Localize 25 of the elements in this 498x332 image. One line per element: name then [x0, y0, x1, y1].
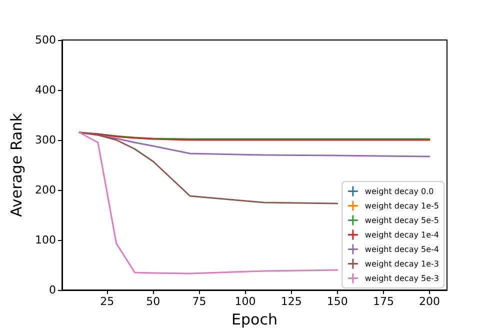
legend-label: weight decay 1e-3 — [364, 259, 440, 268]
x-tick-label: 50 — [146, 295, 160, 308]
y-tick-label: 100 — [35, 234, 56, 246]
x-tick-label: 25 — [100, 295, 114, 308]
legend-label: weight decay 1e-4 — [364, 230, 440, 240]
x-axis-title: Epoch — [232, 310, 278, 328]
line-series — [78, 132, 338, 274]
legend-label: weight decay 5e-4 — [364, 244, 440, 254]
x-tick-label: 175 — [372, 295, 394, 308]
legend-label: weight decay 1e-5 — [364, 201, 440, 210]
legend-label: weight decay 0.0 — [364, 186, 434, 196]
legend-label: weight decay 5e-3 — [364, 274, 440, 283]
line-series — [78, 132, 338, 204]
legend-label: weight decay 5e-5 — [364, 216, 440, 225]
y-tick-label: 400 — [35, 84, 56, 96]
y-tick-label: 0 — [49, 284, 56, 296]
y-tick-label: 200 — [35, 184, 56, 196]
x-tick-label: 150 — [326, 295, 348, 308]
x-tick-label: 125 — [280, 295, 302, 308]
y-tick-label: 300 — [35, 134, 56, 146]
x-tick-label: 200 — [419, 295, 440, 308]
x-tick-label: 100 — [234, 295, 256, 308]
y-axis-title: Average Rank — [8, 112, 26, 217]
x-tick-label: 75 — [192, 295, 206, 308]
y-tick-label: 500 — [35, 34, 56, 46]
